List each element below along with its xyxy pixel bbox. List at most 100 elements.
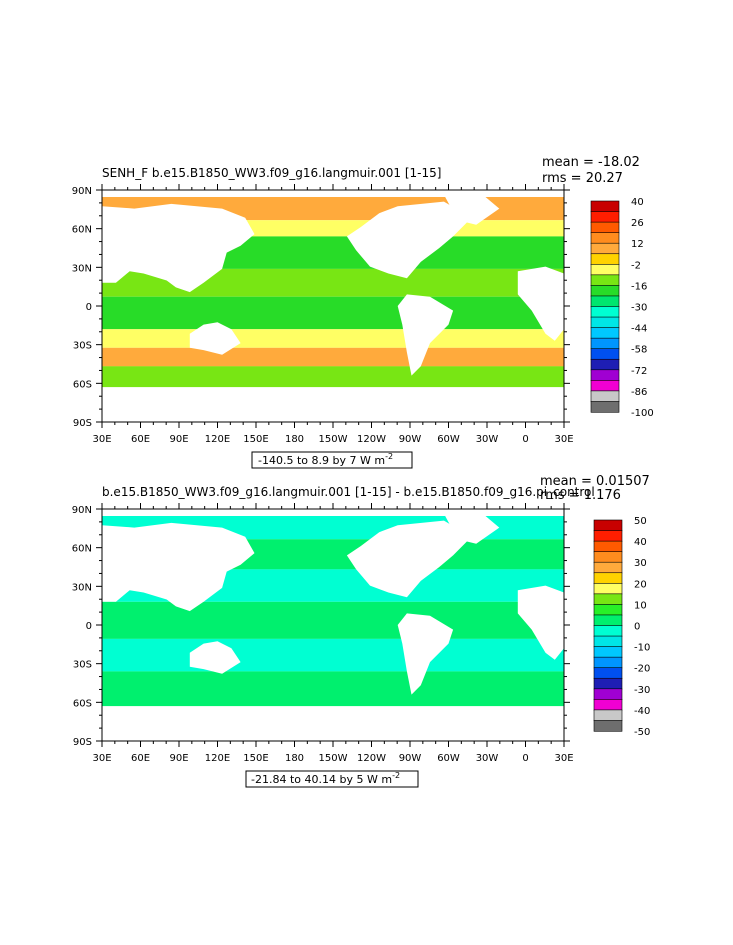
x-tick-label: 30E xyxy=(554,434,573,445)
colorbar-label: -20 xyxy=(634,664,650,675)
colorbar-swatch xyxy=(593,551,623,563)
x-tick-label: 180 xyxy=(285,753,304,764)
contour-info-text: -21.84 to 40.14 by 5 W m xyxy=(251,773,392,786)
y-tick-label: 90S xyxy=(73,418,92,429)
ocean-band xyxy=(102,347,564,367)
y-tick-label: 90N xyxy=(72,505,92,516)
colorbar-swatch xyxy=(590,348,620,360)
x-tick-label: 0 xyxy=(522,434,528,445)
colorbar-swatch xyxy=(590,358,620,371)
mean-label: mean = 0.01507 xyxy=(540,474,650,489)
land-region xyxy=(102,706,564,741)
colorbar-label: -86 xyxy=(631,387,647,398)
land-mask xyxy=(102,194,564,422)
x-tick-label: 90W xyxy=(399,434,422,445)
colorbar-label: 0 xyxy=(634,622,640,633)
axis-ticks xyxy=(96,184,570,428)
y-tick-label: 30N xyxy=(72,582,92,593)
colorbar-swatch xyxy=(590,232,620,244)
colorbar-swatch xyxy=(593,656,623,669)
x-tick-label: 90E xyxy=(169,434,188,445)
colorbar-swatch xyxy=(590,221,620,234)
colorbar-label: 40 xyxy=(634,537,647,548)
ocean-band xyxy=(102,296,564,330)
x-tick-label: 180 xyxy=(285,434,304,445)
colorbar-label: -72 xyxy=(631,366,647,377)
x-tick-label: 150E xyxy=(243,434,268,445)
land-region xyxy=(189,322,241,355)
colorbar-swatch xyxy=(590,253,620,265)
colorbar-swatch xyxy=(590,200,620,213)
x-tick-label: 60E xyxy=(131,434,150,445)
colorbar-swatch xyxy=(593,572,623,584)
colorbar-swatch xyxy=(593,667,623,679)
ocean-band xyxy=(102,601,564,639)
land-region xyxy=(346,201,472,279)
colorbar-swatch xyxy=(590,285,620,297)
x-tick-label: 60W xyxy=(437,753,460,764)
x-tick-label: 150W xyxy=(319,753,348,764)
y-tick-label: 0 xyxy=(86,302,92,313)
colorbar-swatch xyxy=(593,593,623,605)
colorbar-swatch xyxy=(593,519,623,532)
x-tick-label: 30E xyxy=(554,753,573,764)
x-tick-label: 120E xyxy=(205,434,230,445)
x-tick-label: 60E xyxy=(131,753,150,764)
contour-info-box: -21.84 to 40.14 by 5 W m-2 xyxy=(245,770,419,788)
colorbar-swatch xyxy=(590,401,620,413)
colorbar-label: -16 xyxy=(631,281,647,292)
land-region xyxy=(102,522,255,612)
x-tick-label: 30E xyxy=(92,434,111,445)
colorbar-swatch xyxy=(593,625,623,637)
panel-bottom: b.e15.B1850_WW3.f09_g16.langmuir.001 [1-… xyxy=(72,474,650,788)
y-tick-label: 60N xyxy=(72,544,92,555)
svg-text:-21.84 to 40.14 by 5 W m-2: -21.84 to 40.14 by 5 W m-2 xyxy=(251,771,400,786)
colorbar-label: -2 xyxy=(631,260,641,271)
x-tick-label: 60W xyxy=(437,434,460,445)
colorbar-label: -10 xyxy=(634,643,650,654)
axis-ticks xyxy=(96,503,570,747)
y-tick-label: 30S xyxy=(73,341,92,352)
contour-info-exponent: -2 xyxy=(385,452,393,461)
colorbar-swatch xyxy=(590,211,620,223)
colorbar-swatch xyxy=(593,604,623,616)
colorbar xyxy=(593,519,623,732)
svg-text:-140.5 to 8.9 by 7 W m-2: -140.5 to 8.9 by 7 W m-2 xyxy=(258,452,393,467)
y-axis-labels: 90N 60N 30N 0 30S 60S 90S xyxy=(72,186,92,429)
rms-label: rms = 1.176 xyxy=(540,488,621,503)
contour-info-text: -140.5 to 8.9 by 7 W m xyxy=(258,454,385,467)
x-tick-label: 30W xyxy=(476,753,499,764)
y-tick-label: 90S xyxy=(73,737,92,748)
rms-label: rms = 20.27 xyxy=(542,171,623,186)
colorbar-swatch xyxy=(590,380,620,392)
y-tick-label: 30N xyxy=(72,263,92,274)
colorbar-swatch xyxy=(590,337,620,350)
colorbar-swatch xyxy=(590,274,620,287)
colorbar-label: 12 xyxy=(631,239,644,250)
x-tick-label: 150W xyxy=(319,434,348,445)
colorbar-swatch xyxy=(593,709,623,722)
panel-title: b.e15.B1850_WW3.f09_g16.langmuir.001 [1-… xyxy=(102,485,595,499)
colorbar-label: 50 xyxy=(634,516,647,527)
colorbar-swatch xyxy=(593,646,623,658)
colorbar-label: -50 xyxy=(634,727,650,738)
y-tick-label: 0 xyxy=(86,621,92,632)
panel-title: SENH_F b.e15.B1850_WW3.f09_g16.langmuir.… xyxy=(102,166,441,180)
colorbar-label: 26 xyxy=(631,218,644,229)
colorbar-swatch xyxy=(593,720,623,732)
colorbar-swatch xyxy=(590,295,620,308)
colorbar-swatch xyxy=(590,369,620,381)
land-region xyxy=(517,266,564,341)
land-region xyxy=(397,613,454,695)
land-region xyxy=(189,641,241,674)
land-region xyxy=(397,294,454,376)
colorbar-label: 20 xyxy=(634,579,647,590)
panel-top: SENH_F b.e15.B1850_WW3.f09_g16.langmuir.… xyxy=(72,155,654,469)
x-tick-label: 150E xyxy=(243,753,268,764)
land-region xyxy=(443,194,500,225)
colorbar-label: -100 xyxy=(631,408,654,419)
colorbar-label: -40 xyxy=(634,706,650,717)
mean-label: mean = -18.02 xyxy=(542,155,640,170)
colorbar-swatch xyxy=(590,263,620,276)
